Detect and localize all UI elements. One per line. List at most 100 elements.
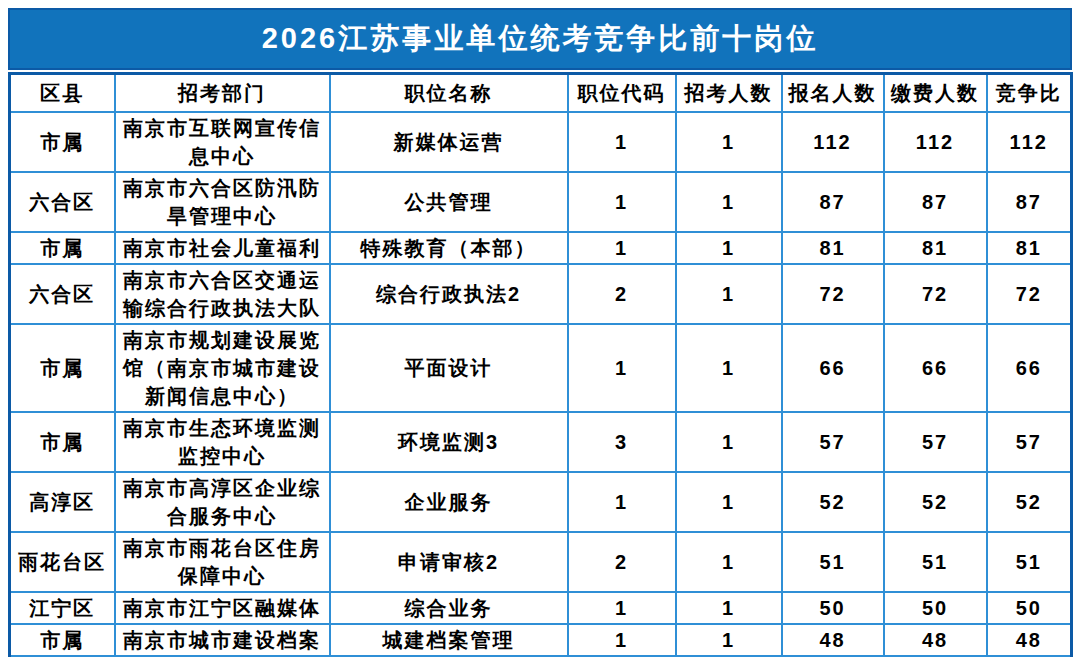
table-row: 雨花台区南京市雨花台区住房保障中心申请审核221515151 xyxy=(10,532,1072,592)
cell-applicant-count: 112 xyxy=(782,112,884,172)
cell-ratio: 66 xyxy=(987,324,1072,412)
cell-applicant-count: 57 xyxy=(782,412,884,472)
cell-department: 南京市生态环境监测监控中心 xyxy=(115,412,330,472)
cell-ratio: 72 xyxy=(987,264,1072,324)
cell-position-name: 环境监测3 xyxy=(330,412,568,472)
cell-recruit-count: 1 xyxy=(676,412,782,472)
cell-district: 市属 xyxy=(10,232,115,264)
cell-position-code: 1 xyxy=(568,232,676,264)
cell-applicant-count: 81 xyxy=(782,232,884,264)
cell-district: 市属 xyxy=(10,624,115,656)
cell-paid-count: 81 xyxy=(884,232,987,264)
column-header-district: 区县 xyxy=(10,74,115,113)
cell-position-name: 申请审核2 xyxy=(330,532,568,592)
cell-department: 南京市互联网宣传信息中心 xyxy=(115,112,330,172)
cell-applicant-count: 51 xyxy=(782,532,884,592)
cell-paid-count: 50 xyxy=(884,592,987,624)
cell-paid-count: 112 xyxy=(884,112,987,172)
cell-department: 南京市高淳区企业综合服务中心 xyxy=(115,472,330,532)
competition-table: 区县 招考部门 职位名称 职位代码 招考人数 报名人数 缴费人数 竞争比 市属南… xyxy=(8,72,1073,657)
cell-district: 江宁区 xyxy=(10,592,115,624)
table-row: 市属南京市规划建设展览馆（南京市城市建设新闻信息中心）平面设计11666666 xyxy=(10,324,1072,412)
cell-recruit-count: 1 xyxy=(676,112,782,172)
cell-ratio: 50 xyxy=(987,592,1072,624)
cell-ratio: 57 xyxy=(987,412,1072,472)
cell-district: 市属 xyxy=(10,112,115,172)
cell-applicant-count: 48 xyxy=(782,624,884,656)
cell-district: 六合区 xyxy=(10,264,115,324)
cell-department: 南京市规划建设展览馆（南京市城市建设新闻信息中心） xyxy=(115,324,330,412)
cell-recruit-count: 1 xyxy=(676,532,782,592)
cell-ratio: 52 xyxy=(987,472,1072,532)
table-row: 市属南京市社会儿童福利特殊教育（本部）11818181 xyxy=(10,232,1072,264)
cell-applicant-count: 52 xyxy=(782,472,884,532)
cell-paid-count: 52 xyxy=(884,472,987,532)
cell-district: 高淳区 xyxy=(10,472,115,532)
cell-recruit-count: 1 xyxy=(676,172,782,232)
column-header-paid-count: 缴费人数 xyxy=(884,74,987,113)
cell-position-name: 公共管理 xyxy=(330,172,568,232)
column-header-position-code: 职位代码 xyxy=(568,74,676,113)
cell-recruit-count: 1 xyxy=(676,592,782,624)
cell-position-code: 1 xyxy=(568,172,676,232)
cell-department: 南京市雨花台区住房保障中心 xyxy=(115,532,330,592)
column-header-ratio: 竞争比 xyxy=(987,74,1072,113)
table-row: 六合区南京市六合区防汛防旱管理中心公共管理11878787 xyxy=(10,172,1072,232)
cell-position-code: 1 xyxy=(568,112,676,172)
table-row: 高淳区南京市高淳区企业综合服务中心企业服务11525252 xyxy=(10,472,1072,532)
cell-position-code: 1 xyxy=(568,624,676,656)
cell-position-code: 3 xyxy=(568,412,676,472)
cell-ratio: 112 xyxy=(987,112,1072,172)
cell-position-name: 综合行政执法2 xyxy=(330,264,568,324)
cell-position-name: 平面设计 xyxy=(330,324,568,412)
cell-department: 南京市社会儿童福利 xyxy=(115,232,330,264)
cell-position-name: 特殊教育（本部） xyxy=(330,232,568,264)
cell-department: 南京市六合区防汛防旱管理中心 xyxy=(115,172,330,232)
table-row: 市属南京市互联网宣传信息中心新媒体运营11112112112 xyxy=(10,112,1072,172)
cell-department: 南京市城市建设档案 xyxy=(115,624,330,656)
cell-department: 南京市江宁区融媒体 xyxy=(115,592,330,624)
cell-paid-count: 87 xyxy=(884,172,987,232)
table-row: 市属南京市生态环境监测监控中心环境监测331575757 xyxy=(10,412,1072,472)
cell-district: 市属 xyxy=(10,412,115,472)
cell-recruit-count: 1 xyxy=(676,264,782,324)
cell-ratio: 51 xyxy=(987,532,1072,592)
column-header-position-name: 职位名称 xyxy=(330,74,568,113)
cell-paid-count: 51 xyxy=(884,532,987,592)
cell-position-name: 新媒体运营 xyxy=(330,112,568,172)
cell-paid-count: 48 xyxy=(884,624,987,656)
cell-applicant-count: 50 xyxy=(782,592,884,624)
cell-applicant-count: 66 xyxy=(782,324,884,412)
column-header-recruit-count: 招考人数 xyxy=(676,74,782,113)
cell-recruit-count: 1 xyxy=(676,232,782,264)
column-header-department: 招考部门 xyxy=(115,74,330,113)
cell-ratio: 81 xyxy=(987,232,1072,264)
cell-position-code: 1 xyxy=(568,472,676,532)
table-body: 市属南京市互联网宣传信息中心新媒体运营11112112112六合区南京市六合区防… xyxy=(10,112,1072,657)
competition-table-poster: 2026江苏事业单位统考竞争比前十岗位 区县 招考部门 职位名称 职位代码 招考… xyxy=(8,8,1072,657)
table-row: 江宁区南京市江宁区融媒体综合业务11505050 xyxy=(10,592,1072,624)
cell-position-code: 1 xyxy=(568,324,676,412)
cell-district: 雨花台区 xyxy=(10,532,115,592)
cell-district: 市属 xyxy=(10,324,115,412)
cell-paid-count: 72 xyxy=(884,264,987,324)
header-row: 区县 招考部门 职位名称 职位代码 招考人数 报名人数 缴费人数 竞争比 xyxy=(10,74,1072,113)
cell-position-name: 城建档案管理 xyxy=(330,624,568,656)
cell-recruit-count: 1 xyxy=(676,472,782,532)
cell-ratio: 87 xyxy=(987,172,1072,232)
cell-ratio: 48 xyxy=(987,624,1072,656)
cell-position-name: 企业服务 xyxy=(330,472,568,532)
cell-position-code: 1 xyxy=(568,592,676,624)
table-row: 六合区南京市六合区交通运输综合行政执法大队综合行政执法221727272 xyxy=(10,264,1072,324)
cell-position-name: 综合业务 xyxy=(330,592,568,624)
cell-recruit-count: 1 xyxy=(676,324,782,412)
title-banner: 2026江苏事业单位统考竞争比前十岗位 xyxy=(8,8,1072,70)
cell-position-code: 2 xyxy=(568,264,676,324)
cell-position-code: 2 xyxy=(568,532,676,592)
table-row: 市属南京市城市建设档案城建档案管理11484848 xyxy=(10,624,1072,656)
cell-recruit-count: 1 xyxy=(676,624,782,656)
cell-applicant-count: 72 xyxy=(782,264,884,324)
cell-paid-count: 57 xyxy=(884,412,987,472)
cell-district: 六合区 xyxy=(10,172,115,232)
cell-applicant-count: 87 xyxy=(782,172,884,232)
